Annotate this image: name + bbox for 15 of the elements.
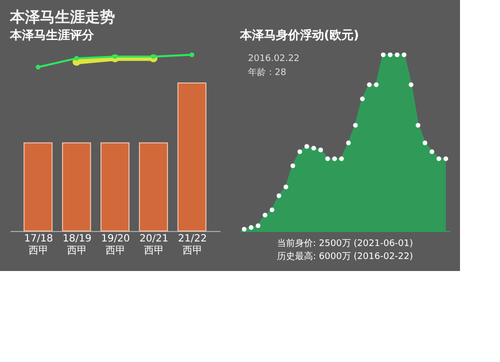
text: 历史最高: 6000万 (2016-02-22) — [277, 251, 413, 262]
annotation: 2016.02.22 — [248, 54, 300, 64]
text: 当前身价: 2500万 (2021-06-01) — [277, 238, 413, 249]
chart-subtitle: 本泽马生涯评分 — [9, 28, 95, 42]
chart-title: 本泽马身价浮动(欧元) — [239, 28, 359, 42]
point — [74, 56, 79, 61]
point — [190, 52, 194, 58]
x-tick-label: 20/21 西甲 — [140, 234, 168, 256]
point — [36, 64, 40, 70]
x-tick-label: 19/20 西甲 — [101, 234, 130, 256]
x-tick-label: 17/18 西甲 — [24, 234, 53, 256]
annotation: 年龄 : 28 — [248, 67, 286, 78]
x-tick-label: 21/22 西甲 — [178, 234, 207, 256]
chart-title: 本泽马生涯走势 — [9, 8, 115, 26]
x-tick-label: 18/19 西甲 — [62, 234, 92, 256]
